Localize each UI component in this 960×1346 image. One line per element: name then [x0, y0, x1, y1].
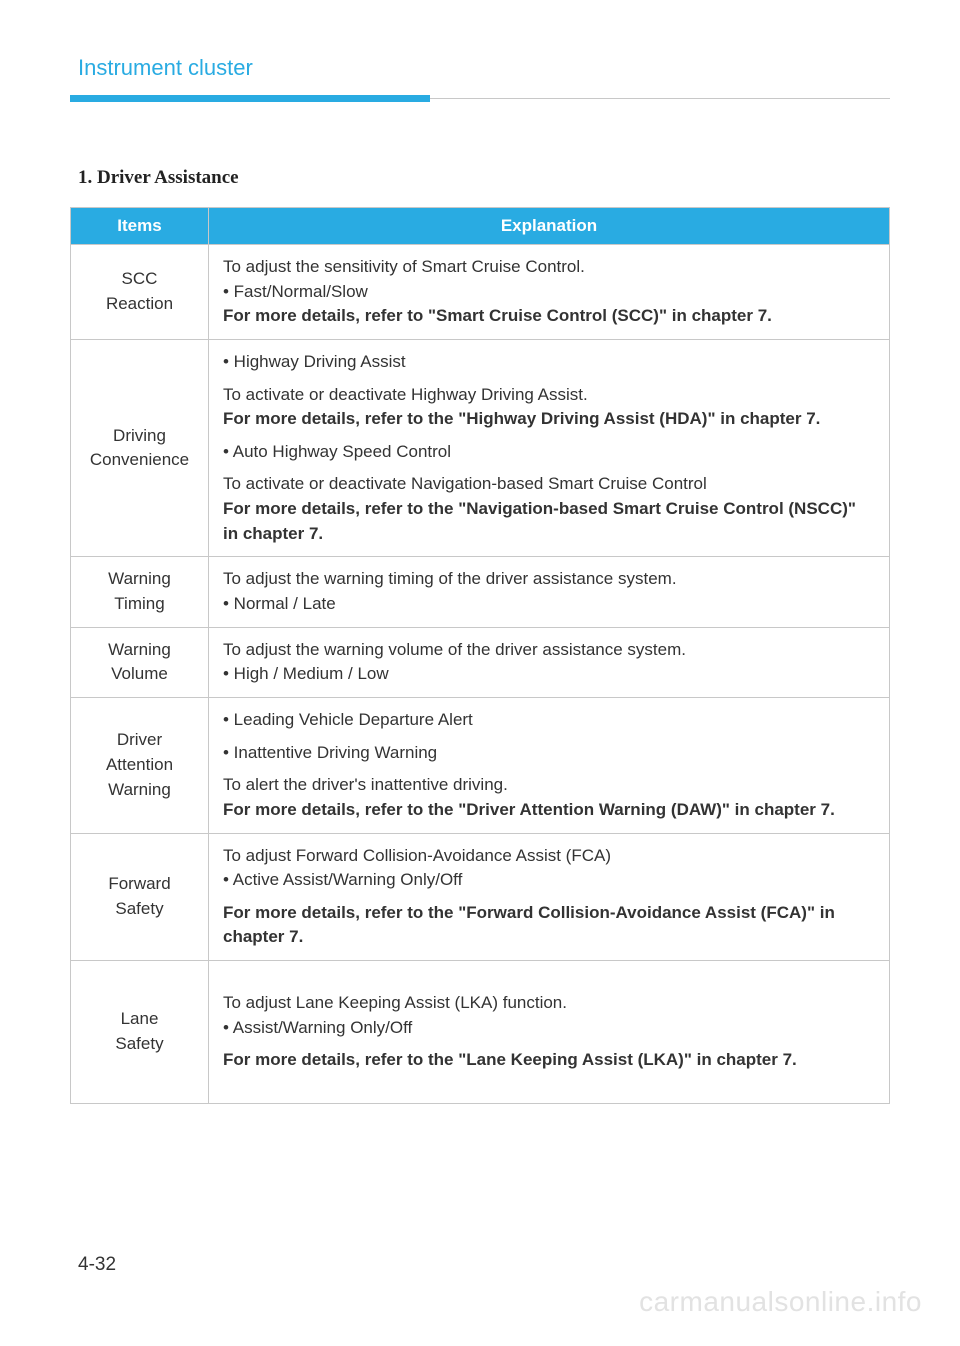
- item-label-line: Safety: [77, 1032, 202, 1057]
- driver-assistance-table: Items Explanation SCCReaction To adjust t…: [70, 207, 890, 1104]
- table-row: WarningVolume To adjust the warning volum…: [71, 627, 890, 697]
- explanation-text: To adjust the warning volume of the driv…: [223, 638, 875, 663]
- watermark: carmanualsonline.info: [639, 1286, 922, 1318]
- header-bar-blue: [70, 95, 430, 102]
- explanation-reference: For more details, refer to the "Navigati…: [223, 497, 875, 546]
- table-row: DrivingConvenience• Highway Driving Assi…: [71, 339, 890, 556]
- explanation-cell: To adjust Lane Keeping Assist (LKA) func…: [209, 961, 890, 1104]
- explanation-text: • Fast/Normal/Slow: [223, 280, 875, 305]
- item-cell: DrivingConvenience: [71, 339, 209, 556]
- explanation-text: • Inattentive Driving Warning: [223, 741, 875, 766]
- item-label-line: Forward: [77, 872, 202, 897]
- explanation-text: • High / Medium / Low: [223, 662, 875, 687]
- explanation-reference: For more details, refer to the "Driver A…: [223, 798, 875, 823]
- item-label-line: Attention: [77, 753, 202, 778]
- explanation-text: • Leading Vehicle Departure Alert: [223, 708, 875, 733]
- table-row: LaneSafety To adjust Lane Keeping Assist …: [71, 961, 890, 1104]
- explanation-text: To adjust the warning timing of the driv…: [223, 567, 875, 592]
- header: Instrument cluster: [70, 55, 890, 102]
- item-label-line: Warning: [77, 778, 202, 803]
- explanation-cell: • Leading Vehicle Departure Alert • Inatt…: [209, 697, 890, 833]
- explanation-reference: For more details, refer to "Smart Cruise…: [223, 304, 875, 329]
- item-label-line: Driving: [77, 424, 202, 449]
- header-rule: [70, 95, 890, 102]
- explanation-cell: To adjust Forward Collision-Avoidance As…: [209, 833, 890, 961]
- explanation-text: • Normal / Late: [223, 592, 875, 617]
- item-label-line: Convenience: [77, 448, 202, 473]
- explanation-text: • Assist/Warning Only/Off: [223, 1016, 875, 1041]
- explanation-reference: For more details, refer to the "Lane Kee…: [223, 1048, 875, 1073]
- item-label-line: Reaction: [77, 292, 202, 317]
- explanation-reference: For more details, refer to the "Forward …: [223, 901, 875, 950]
- explanation-text: To adjust Forward Collision-Avoidance As…: [223, 844, 875, 869]
- explanation-text: To adjust Lane Keeping Assist (LKA) func…: [223, 991, 875, 1016]
- explanation-cell: To adjust the warning volume of the driv…: [209, 627, 890, 697]
- explanation-text: To adjust the sensitivity of Smart Cruis…: [223, 255, 875, 280]
- item-label-line: Volume: [77, 662, 202, 687]
- explanation-text: To activate or deactivate Highway Drivin…: [223, 383, 875, 408]
- section-heading: 1. Driver Assistance: [78, 167, 890, 189]
- item-label-line: Timing: [77, 592, 202, 617]
- table-row: DriverAttentionWarning• Leading Vehicle …: [71, 697, 890, 833]
- item-cell: SCCReaction: [71, 245, 209, 340]
- item-cell: WarningVolume: [71, 627, 209, 697]
- item-label-line: Driver: [77, 728, 202, 753]
- explanation-text: To activate or deactivate Navigation-bas…: [223, 472, 875, 497]
- table-row: WarningTiming To adjust the warning timin…: [71, 557, 890, 627]
- item-label-line: Warning: [77, 567, 202, 592]
- page-number: 4-32: [78, 1254, 116, 1276]
- col-explanation: Explanation: [209, 208, 890, 245]
- page: Instrument cluster 1. Driver Assistance …: [0, 0, 960, 1346]
- header-bar-gray: [430, 98, 890, 99]
- explanation-reference: For more details, refer to the "Highway …: [223, 407, 875, 432]
- item-label-line: Warning: [77, 638, 202, 663]
- explanation-cell: • Highway Driving Assist To activate or d…: [209, 339, 890, 556]
- item-label-line: Lane: [77, 1007, 202, 1032]
- item-cell: LaneSafety: [71, 961, 209, 1104]
- explanation-cell: To adjust the warning timing of the driv…: [209, 557, 890, 627]
- item-cell: ForwardSafety: [71, 833, 209, 961]
- explanation-text: • Active Assist/Warning Only/Off: [223, 868, 875, 893]
- chapter-title: Instrument cluster: [78, 55, 890, 81]
- table-row: SCCReaction To adjust the sensitivity of …: [71, 245, 890, 340]
- item-cell: DriverAttentionWarning: [71, 697, 209, 833]
- explanation-text: • Highway Driving Assist: [223, 350, 875, 375]
- item-label-line: SCC: [77, 267, 202, 292]
- col-items: Items: [71, 208, 209, 245]
- item-label-line: Safety: [77, 897, 202, 922]
- item-cell: WarningTiming: [71, 557, 209, 627]
- table-header-row: Items Explanation: [71, 208, 890, 245]
- explanation-text: To alert the driver's inattentive drivin…: [223, 773, 875, 798]
- table-row: ForwardSafety To adjust Forward Collision…: [71, 833, 890, 961]
- explanation-cell: To adjust the sensitivity of Smart Cruis…: [209, 245, 890, 340]
- explanation-text: • Auto Highway Speed Control: [223, 440, 875, 465]
